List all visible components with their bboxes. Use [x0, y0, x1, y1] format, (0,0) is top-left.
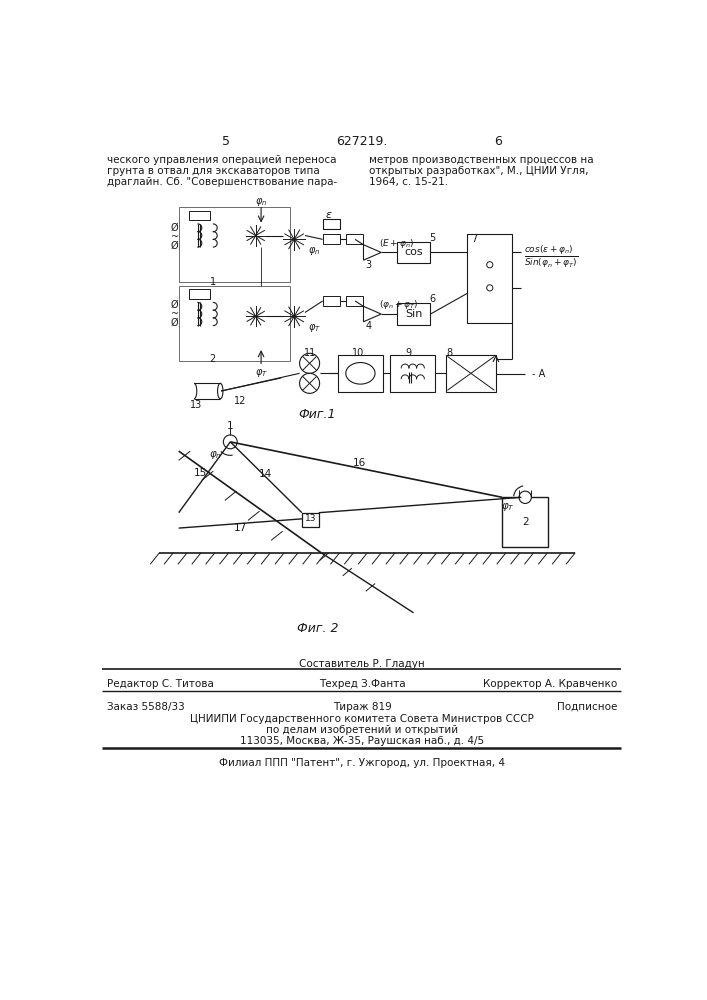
Circle shape	[486, 285, 493, 291]
Text: ~: ~	[171, 309, 179, 319]
Text: 2: 2	[209, 354, 216, 364]
Text: $(\varphi_n+\varphi_T)$: $(\varphi_n+\varphi_T)$	[379, 298, 419, 311]
Text: $\varphi_n$: $\varphi_n$	[255, 196, 267, 208]
Bar	[338, 355, 382, 392]
Text: 6: 6	[430, 294, 436, 304]
Text: грунта в отвал для экскаваторов типа: грунта в отвал для экскаваторов типа	[107, 166, 320, 176]
Text: $\overline{Sin(\varphi_n+\varphi_T)}$: $\overline{Sin(\varphi_n+\varphi_T)}$	[524, 255, 578, 270]
Text: 8: 8	[446, 348, 452, 358]
Bar	[302, 513, 319, 527]
Text: $cos(\varepsilon+\varphi_n)$: $cos(\varepsilon+\varphi_n)$	[524, 243, 573, 256]
Text: 4: 4	[366, 321, 372, 331]
Text: 7: 7	[472, 234, 477, 244]
Text: $\varphi_T$: $\varphi_T$	[308, 322, 321, 334]
Text: открытых разработках", М., ЦНИИ Угля,: открытых разработках", М., ЦНИИ Угля,	[369, 166, 588, 176]
Text: Корректор А. Кравченко: Корректор А. Кравченко	[484, 679, 618, 689]
Text: Ø: Ø	[171, 241, 179, 251]
Circle shape	[519, 491, 532, 503]
Text: $\varphi_T$: $\varphi_T$	[501, 501, 515, 513]
Bar	[189, 289, 210, 299]
Circle shape	[486, 262, 493, 268]
Text: 627219.: 627219.	[337, 135, 387, 148]
Text: ческого управления операцией переноса: ческого управления операцией переноса	[107, 155, 337, 165]
Bar	[390, 355, 435, 392]
Circle shape	[300, 373, 320, 393]
Bar	[346, 296, 363, 306]
Bar	[179, 207, 291, 282]
Text: 1964, с. 15-21.: 1964, с. 15-21.	[369, 177, 448, 187]
Bar	[322, 296, 339, 306]
Text: метров производственных процессов на: метров производственных процессов на	[369, 155, 593, 165]
Text: 13: 13	[190, 400, 202, 410]
Text: 5: 5	[223, 135, 230, 148]
Text: по делам изобретений и открытий: по делам изобретений и открытий	[266, 725, 458, 735]
Text: 11: 11	[304, 348, 317, 358]
Text: ~: ~	[171, 232, 179, 242]
Text: - A: - A	[532, 369, 545, 379]
Bar	[397, 242, 431, 263]
Text: 15: 15	[194, 468, 207, 478]
Text: Ø: Ø	[171, 300, 179, 310]
Text: 16: 16	[353, 458, 366, 468]
Bar	[179, 286, 291, 361]
Bar	[346, 234, 363, 244]
Text: ЦНИИПИ Государственного комитета Совета Министров СССР: ЦНИИПИ Государственного комитета Совета …	[190, 714, 534, 724]
Text: 3: 3	[366, 260, 372, 270]
Bar	[502, 497, 549, 547]
Bar	[467, 234, 512, 323]
Text: 1: 1	[209, 277, 216, 287]
Text: Составитель Р. Гладун: Составитель Р. Гладун	[299, 659, 425, 669]
Bar	[446, 355, 496, 392]
Text: Редактор С. Титова: Редактор С. Титова	[107, 679, 214, 689]
Text: 13: 13	[305, 514, 316, 523]
Text: $(E+\varphi_n)$: $(E+\varphi_n)$	[379, 237, 414, 250]
Bar	[322, 234, 339, 244]
Text: Ø: Ø	[171, 318, 179, 328]
Text: Фиг.1: Фиг.1	[298, 408, 336, 421]
Text: Тираж 819: Тираж 819	[332, 702, 392, 712]
Text: ε: ε	[326, 210, 332, 220]
Text: 14: 14	[259, 469, 272, 479]
Text: $\varphi_n$: $\varphi_n$	[209, 449, 222, 461]
Text: Техред З.Фанта: Техред З.Фанта	[319, 679, 405, 689]
Text: Ø: Ø	[171, 223, 179, 233]
Text: Sin: Sin	[405, 309, 422, 319]
Circle shape	[223, 435, 238, 449]
Text: 12: 12	[234, 396, 247, 406]
Text: 10: 10	[352, 348, 364, 358]
Text: драглайн. Сб. "Совершенствование пара-: драглайн. Сб. "Совершенствование пара-	[107, 177, 337, 187]
Text: 9: 9	[406, 348, 412, 358]
Text: Заказ 5588/33: Заказ 5588/33	[107, 702, 185, 712]
Text: 17: 17	[234, 523, 247, 533]
Bar	[189, 211, 210, 220]
Text: Подписное: Подписное	[557, 702, 618, 712]
Bar	[322, 219, 339, 229]
Text: 1: 1	[227, 421, 233, 431]
Text: Фиг. 2: Фиг. 2	[296, 622, 338, 635]
Text: $\varphi_n$: $\varphi_n$	[308, 245, 320, 257]
Text: 5: 5	[430, 233, 436, 243]
Text: cos: cos	[404, 247, 423, 257]
Text: Филиал ППП "Патент", г. Ужгород, ул. Проектная, 4: Филиал ППП "Патент", г. Ужгород, ул. Про…	[219, 758, 505, 768]
Text: $\varphi_T$: $\varphi_T$	[255, 367, 267, 379]
Circle shape	[300, 353, 320, 373]
Text: 113035, Москва, Ж-35, Раушская наб., д. 4/5: 113035, Москва, Ж-35, Раушская наб., д. …	[240, 736, 484, 746]
Text: 6: 6	[494, 135, 502, 148]
Text: 2: 2	[522, 517, 529, 527]
Bar	[397, 303, 431, 325]
